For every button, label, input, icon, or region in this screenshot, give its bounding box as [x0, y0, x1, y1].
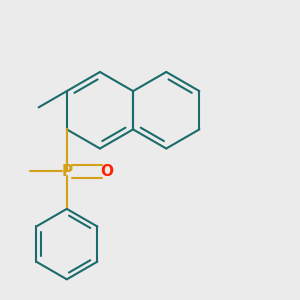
Text: O: O [100, 164, 113, 179]
Text: P: P [61, 164, 72, 179]
